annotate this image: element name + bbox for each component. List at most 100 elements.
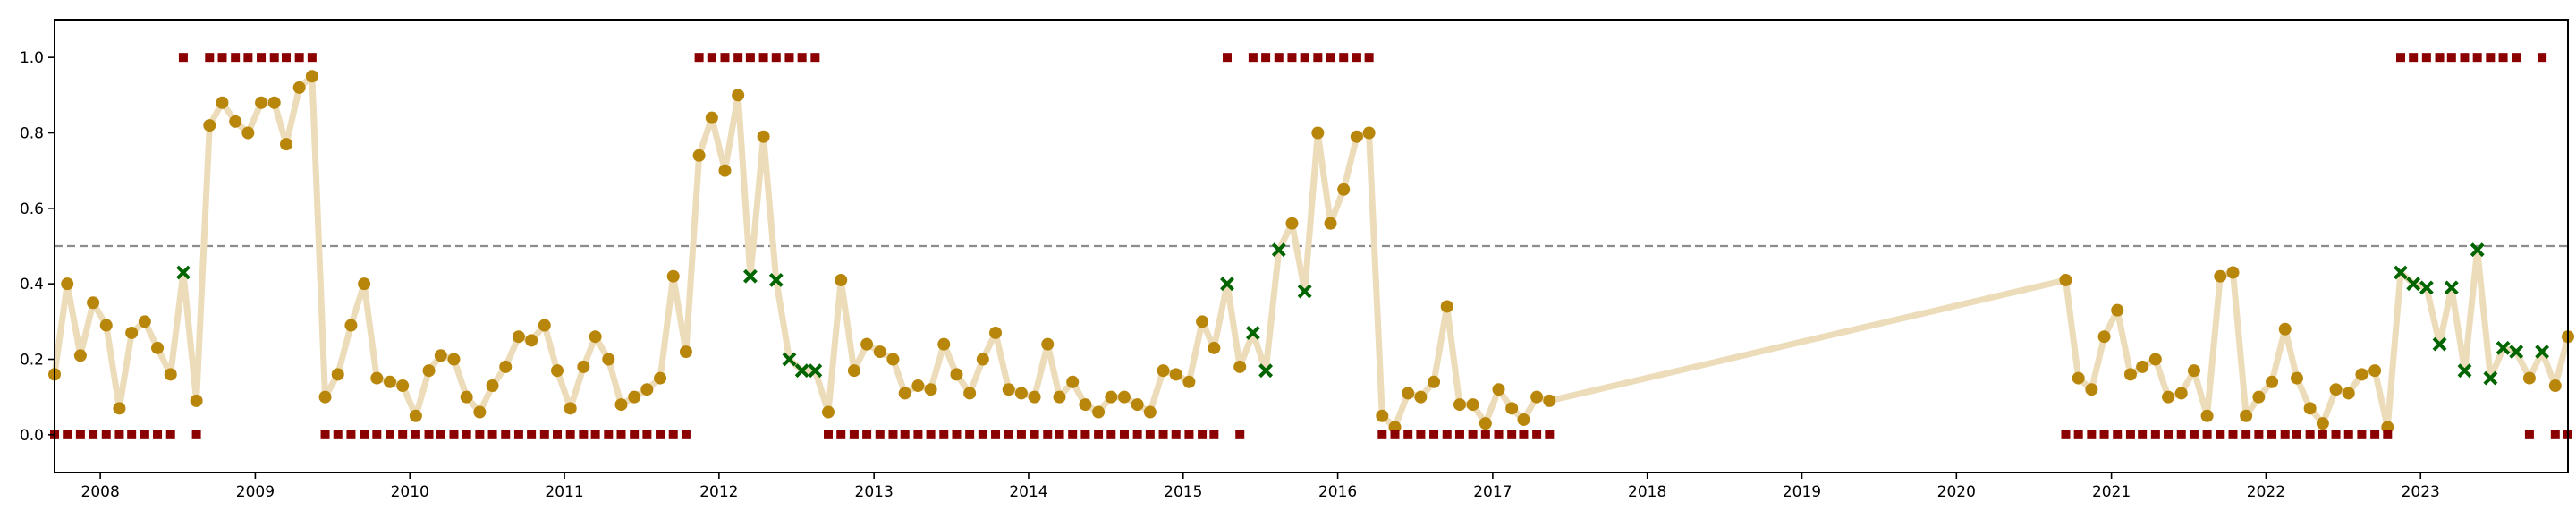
- probability-point: [1505, 402, 1519, 415]
- label-marker: [1494, 430, 1504, 439]
- label-marker: [2241, 430, 2251, 439]
- probability-point: [99, 319, 113, 332]
- label-marker: [178, 53, 188, 63]
- probability-point: [1066, 375, 1080, 388]
- probability-point: [2097, 330, 2111, 344]
- probability-point: [589, 330, 602, 344]
- probability-point: [113, 402, 126, 415]
- misclassified-marker: [2483, 370, 2498, 386]
- plot-frame: [54, 19, 2569, 473]
- probability-point: [292, 81, 306, 94]
- probability-point: [2187, 364, 2200, 378]
- label-marker: [1094, 430, 1104, 439]
- probability-point: [2123, 368, 2137, 381]
- probability-point: [1169, 368, 1182, 381]
- x-tick-label: 2022: [2247, 483, 2285, 501]
- probability-point: [525, 334, 538, 347]
- label-marker: [733, 53, 743, 63]
- probability-point: [1350, 130, 1363, 143]
- probability-point: [2278, 322, 2292, 336]
- label-marker: [2202, 430, 2212, 439]
- label-marker: [1248, 53, 1258, 63]
- label-marker: [2228, 430, 2238, 439]
- probability-point: [679, 345, 692, 359]
- label-marker: [243, 53, 253, 63]
- probability-point: [2522, 371, 2536, 385]
- label-marker: [2343, 430, 2353, 439]
- label-marker: [1454, 430, 1464, 439]
- label-marker: [1377, 430, 1387, 439]
- probability-point: [538, 319, 551, 332]
- label-marker: [2383, 430, 2393, 439]
- y-tick-label: 0.6: [20, 200, 44, 218]
- label-marker: [114, 430, 124, 439]
- label-marker: [1119, 430, 1129, 439]
- probability-point: [937, 337, 951, 351]
- label-marker: [2550, 430, 2560, 439]
- probability-point: [898, 387, 911, 400]
- misclassified-marker: [768, 273, 784, 287]
- misclassified-marker: [1258, 363, 1274, 379]
- label-marker: [797, 53, 807, 63]
- probability-point: [614, 398, 628, 412]
- probability-point: [447, 353, 461, 366]
- probability-point: [2355, 368, 2368, 381]
- probability-point: [757, 130, 770, 143]
- probability-point: [370, 371, 384, 385]
- probability-point: [1453, 398, 1466, 412]
- cross-stroke: [1245, 326, 1260, 340]
- probability-point: [2548, 379, 2562, 393]
- y-tick-label: 0.4: [20, 276, 44, 294]
- label-marker: [1261, 53, 1271, 63]
- misclassified-marker: [2419, 280, 2434, 295]
- label-marker: [2267, 430, 2277, 439]
- probability-point: [2214, 269, 2227, 283]
- label-marker: [2370, 430, 2380, 439]
- misclassified-marker: [2444, 280, 2459, 295]
- label-marker: [758, 53, 768, 63]
- probability-point: [886, 353, 900, 366]
- probability-point: [822, 405, 835, 419]
- label-marker: [784, 53, 794, 63]
- probability-point: [1517, 413, 1530, 426]
- misclassified-marker: [808, 363, 823, 379]
- probability-point: [1014, 387, 1028, 400]
- label-marker: [2150, 430, 2160, 439]
- y-tick-label: 0.0: [20, 427, 44, 445]
- probability-point: [1079, 398, 1092, 412]
- probability-point: [422, 364, 436, 378]
- cross-stroke: [176, 265, 191, 280]
- label-marker: [2099, 430, 2109, 439]
- probability-point: [2059, 273, 2072, 286]
- label-marker: [913, 430, 923, 439]
- label-marker: [720, 53, 730, 63]
- probability-point: [1324, 217, 1337, 230]
- label-marker: [360, 430, 369, 439]
- label-marker: [1403, 430, 1413, 439]
- misclassified-marker: [1271, 242, 1286, 258]
- misclassified-marker: [742, 268, 758, 284]
- cross-stroke: [1220, 277, 1234, 292]
- label-marker: [2280, 430, 2290, 439]
- probability-point: [460, 390, 473, 404]
- label-marker: [862, 430, 872, 439]
- probability-point: [486, 379, 499, 393]
- label-marker: [385, 430, 394, 439]
- probability-point: [602, 353, 615, 366]
- plot-frame-layer: [54, 19, 2569, 473]
- probability-point: [242, 126, 255, 140]
- label-marker: [63, 430, 72, 439]
- label-marker: [2189, 430, 2199, 439]
- label-marker: [1468, 430, 1478, 439]
- probability-point: [950, 368, 963, 381]
- label-marker: [991, 430, 1001, 439]
- label-marker: [1274, 53, 1284, 63]
- probability-point: [628, 390, 641, 404]
- cross-stroke: [2535, 345, 2550, 359]
- probability-point: [2200, 409, 2214, 422]
- misclassified-marker: [2509, 345, 2524, 359]
- label-marker: [1545, 430, 1555, 439]
- label-marker: [1352, 53, 1361, 63]
- probability-point: [1117, 390, 1131, 404]
- label-marker: [2318, 430, 2327, 439]
